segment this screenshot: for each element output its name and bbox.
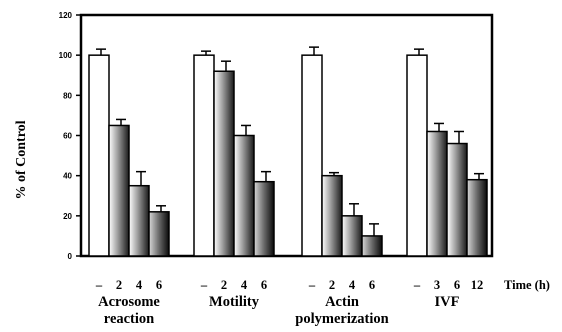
x-tick-label: 6	[261, 278, 267, 292]
bar	[88, 54, 110, 257]
x-tick-label: –	[95, 278, 103, 292]
group-label: polymerization	[295, 311, 388, 327]
bar	[341, 215, 363, 257]
x-tick-label: 4	[349, 278, 356, 292]
group-label: IVF	[435, 294, 460, 310]
x-tick-label: –	[308, 278, 316, 292]
x-tick-label: 6	[454, 278, 460, 292]
y-tick-label: 60	[63, 132, 72, 141]
y-axis-label: % of Control	[14, 120, 29, 199]
y-tick-label: 40	[63, 172, 72, 181]
bar	[301, 54, 323, 257]
y-tick-label: 20	[63, 212, 72, 221]
bar	[108, 124, 130, 257]
y-tick-label: 120	[59, 11, 73, 20]
y-tick-label: 0	[68, 252, 73, 261]
bar	[233, 134, 255, 257]
x-tick-label: –	[200, 278, 208, 292]
x-tick-label: 4	[136, 278, 143, 292]
group-label: Actin	[325, 294, 359, 310]
x-tick-label: 6	[369, 278, 375, 292]
x-tick-label: –	[413, 278, 421, 292]
bar	[466, 178, 488, 257]
bar	[253, 180, 275, 257]
bar	[213, 70, 235, 257]
x-axis-label: Time (h)	[504, 278, 550, 292]
group-label: Motility	[209, 294, 260, 310]
bar	[148, 211, 170, 257]
x-tick-label: 2	[329, 278, 335, 292]
y-tick-label: 80	[63, 91, 72, 100]
bar	[193, 54, 215, 257]
bar	[128, 184, 150, 257]
y-tick-label: 100	[59, 51, 73, 60]
bar	[406, 54, 428, 257]
bar	[321, 174, 343, 257]
bar	[426, 130, 448, 257]
x-tick-label: 6	[156, 278, 162, 292]
x-tick-label: 4	[241, 278, 248, 292]
group-label: reaction	[104, 311, 154, 327]
x-tick-label: 3	[434, 278, 440, 292]
group-label: Acrosome	[98, 294, 160, 310]
x-tick-label: 2	[116, 278, 122, 292]
bar	[446, 142, 468, 257]
x-tick-label: 2	[221, 278, 227, 292]
bar	[361, 235, 383, 257]
x-tick-label: 12	[471, 278, 484, 292]
